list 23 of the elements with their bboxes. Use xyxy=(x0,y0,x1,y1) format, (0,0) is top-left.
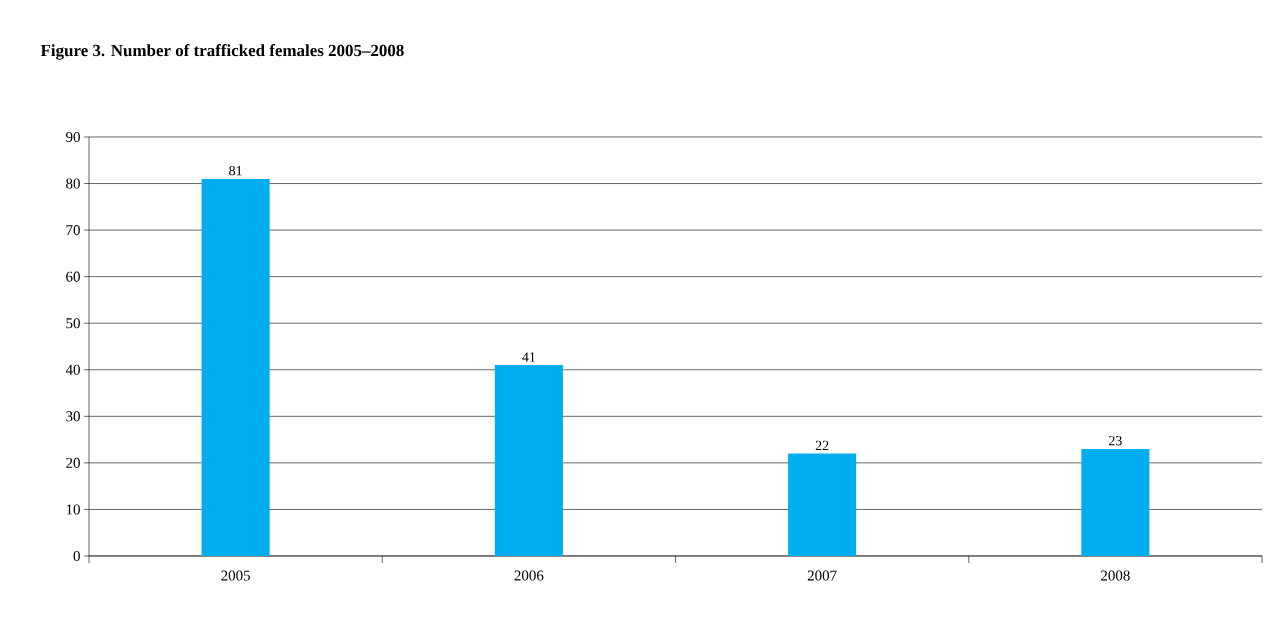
y-tick-label: 90 xyxy=(66,131,80,143)
chart-title: Figure 3. Number of trafficked females 2005–2008 xyxy=(40,44,404,60)
data-label: 41 xyxy=(522,352,536,362)
y-tick-label: 10 xyxy=(66,504,80,515)
y-tick-label: 80 xyxy=(66,178,80,189)
bar xyxy=(1081,448,1150,556)
data-label: 23 xyxy=(1109,436,1122,446)
x-tick-label: 2008 xyxy=(1101,570,1130,581)
y-tick-label: 50 xyxy=(66,318,80,329)
bar xyxy=(788,453,857,556)
x-tick-label: 2006 xyxy=(514,570,544,581)
y-tick-label: 0 xyxy=(73,550,80,562)
bar xyxy=(494,365,563,556)
y-tick-label: 70 xyxy=(66,225,80,236)
data-label: 22 xyxy=(815,440,829,451)
data-label: 81 xyxy=(229,165,242,176)
y-tick-label: 60 xyxy=(66,271,80,282)
x-tick-label: 2005 xyxy=(221,570,250,581)
x-tick-label: 2007 xyxy=(807,570,837,581)
bar xyxy=(201,178,270,556)
y-tick-label: 20 xyxy=(66,457,80,468)
y-tick-label: 40 xyxy=(65,364,80,375)
y-tick-label: 30 xyxy=(66,411,80,422)
